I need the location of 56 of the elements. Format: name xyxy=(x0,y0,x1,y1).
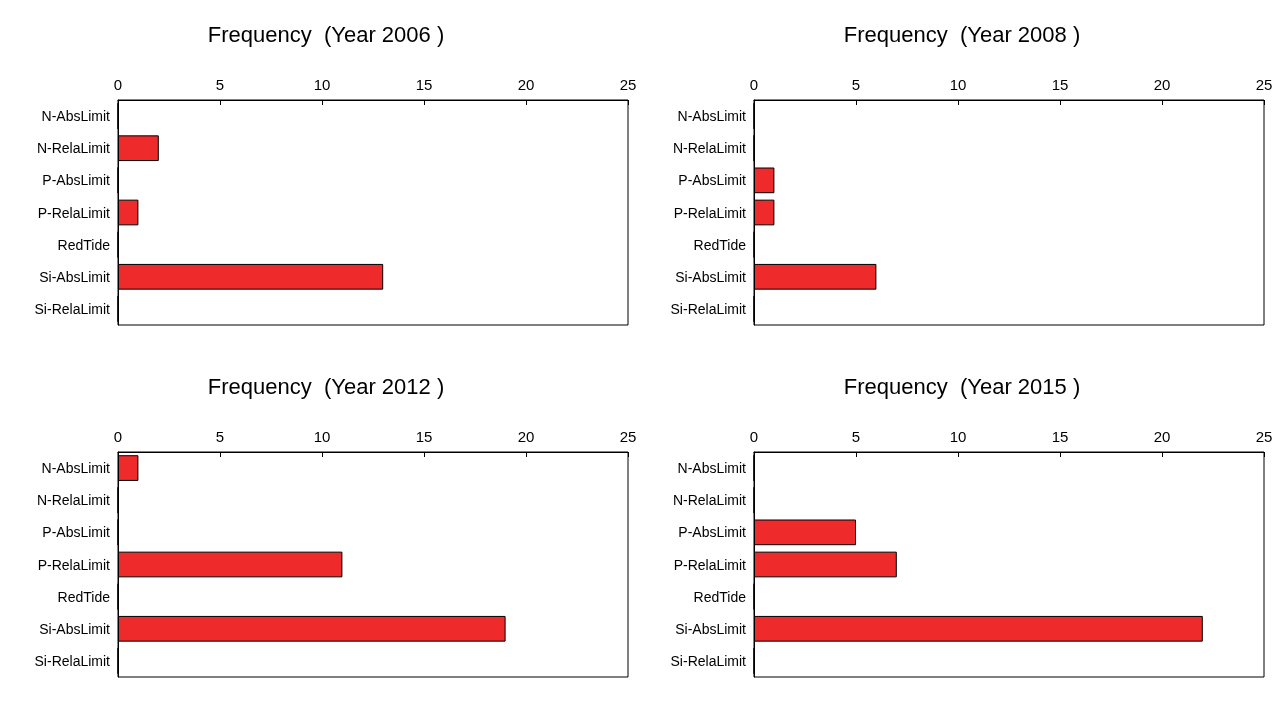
y-tick-label: P-AbsLimit xyxy=(678,172,747,189)
x-tick-label: 25 xyxy=(1255,76,1273,93)
x-tick-label: 5 xyxy=(851,76,861,93)
x-tick-label: 20 xyxy=(1153,76,1171,93)
y-tick-label: RedTide xyxy=(57,236,111,253)
y-tick-label: P-AbsLimit xyxy=(42,524,111,541)
y-tick-label: P-RelaLimit xyxy=(37,556,111,573)
y-tick-label: Si-RelaLimit xyxy=(34,300,111,317)
x-tick-label: 0 xyxy=(113,76,123,93)
x-tick-label: 20 xyxy=(517,428,535,445)
x-tick-label: 0 xyxy=(749,428,759,445)
x-tick-label: 15 xyxy=(415,76,433,93)
x-tick-label: 10 xyxy=(949,428,967,445)
y-tick-label: P-RelaLimit xyxy=(673,204,747,221)
chart-title: Frequency (Year 2012 ) xyxy=(207,373,445,399)
y-tick-label: N-AbsLimit xyxy=(677,108,747,125)
y-tick-label: N-AbsLimit xyxy=(677,460,747,477)
y-tick-label: N-RelaLimit xyxy=(672,140,747,157)
x-tick-label: 25 xyxy=(619,428,637,445)
y-tick-label: P-RelaLimit xyxy=(673,556,747,573)
y-tick-label: N-AbsLimit xyxy=(41,108,111,125)
x-tick-label: 15 xyxy=(415,428,433,445)
x-tick-label: 5 xyxy=(851,428,861,445)
chart-title: Frequency (Year 2015 ) xyxy=(843,373,1081,399)
y-tick-label: P-AbsLimit xyxy=(678,524,747,541)
chart-title: Frequency (Year 2008 ) xyxy=(843,21,1081,47)
x-tick-label: 0 xyxy=(113,428,123,445)
x-tick-label: 15 xyxy=(1051,76,1069,93)
y-tick-label: Si-RelaLimit xyxy=(670,300,747,317)
y-tick-label: N-RelaLimit xyxy=(36,140,111,157)
x-tick-label: 5 xyxy=(215,76,225,93)
chart-title: Frequency (Year 2006 ) xyxy=(207,21,445,47)
y-tick-label: RedTide xyxy=(57,588,111,605)
x-tick-label: 20 xyxy=(1153,428,1171,445)
y-tick-label: RedTide xyxy=(693,588,747,605)
x-tick-label: 15 xyxy=(1051,428,1069,445)
y-tick-label: Si-RelaLimit xyxy=(34,652,111,669)
x-tick-label: 0 xyxy=(749,76,759,93)
y-tick-label: Si-RelaLimit xyxy=(670,652,747,669)
y-tick-label: RedTide xyxy=(693,236,747,253)
x-tick-label: 10 xyxy=(949,76,967,93)
y-tick-label: P-RelaLimit xyxy=(37,204,111,221)
y-tick-label: N-RelaLimit xyxy=(672,492,747,509)
y-tick-label: N-RelaLimit xyxy=(36,492,111,509)
x-tick-label: 25 xyxy=(1255,428,1273,445)
x-tick-label: 25 xyxy=(619,76,637,93)
y-tick-label: Si-AbsLimit xyxy=(675,268,747,285)
y-tick-label: Si-AbsLimit xyxy=(675,620,747,637)
y-tick-label: Si-AbsLimit xyxy=(39,268,111,285)
x-tick-label: 10 xyxy=(313,428,331,445)
y-tick-label: Si-AbsLimit xyxy=(39,620,111,637)
y-tick-label: P-AbsLimit xyxy=(42,172,111,189)
x-tick-label: 10 xyxy=(313,76,331,93)
y-tick-label: N-AbsLimit xyxy=(41,460,111,477)
x-tick-label: 5 xyxy=(215,428,225,445)
x-tick-label: 20 xyxy=(517,76,535,93)
